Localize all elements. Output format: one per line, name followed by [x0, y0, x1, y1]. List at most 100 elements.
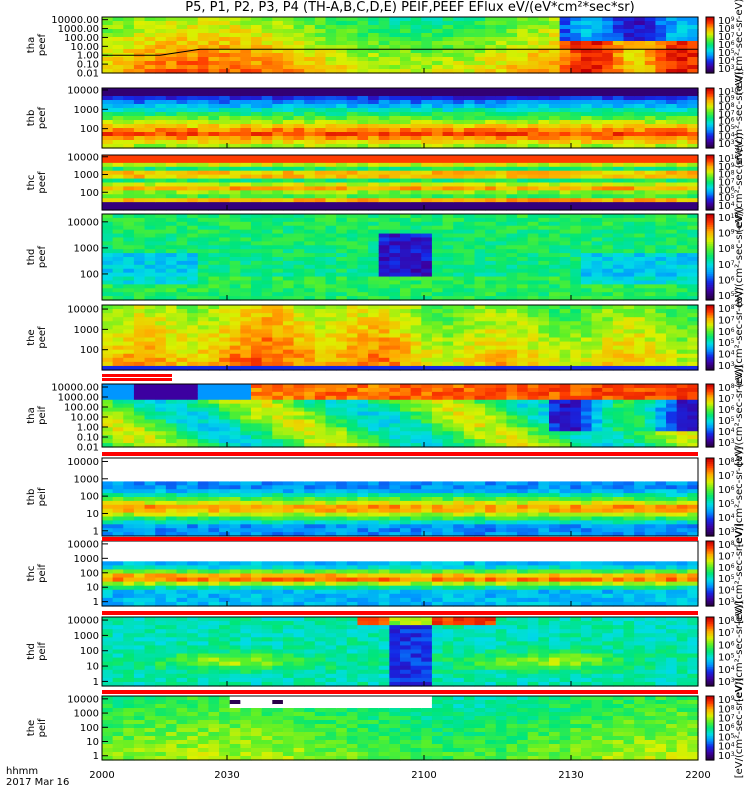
- heat-cell: [538, 69, 550, 74]
- heat-cell: [580, 140, 593, 145]
- heat-cell: [336, 158, 348, 164]
- heat-cell: [272, 104, 284, 109]
- heat-cell: [517, 136, 529, 141]
- heat-cell: [549, 136, 561, 141]
- heat-cell: [133, 357, 146, 363]
- heat-cell: [538, 253, 550, 258]
- heat-cell: [400, 214, 412, 219]
- heat-cell: [197, 17, 210, 22]
- heat-cell: [229, 132, 241, 137]
- heat-cell: [421, 116, 433, 121]
- heat-cell: [431, 41, 444, 46]
- heat-cell: [527, 260, 539, 266]
- heat-cell: [102, 166, 114, 172]
- heat-cell: [346, 17, 359, 22]
- heat-cell: [112, 186, 124, 191]
- heat-cell: [549, 241, 561, 246]
- heat-cell: [123, 112, 135, 117]
- heat-cell: [538, 170, 550, 176]
- heat-cell: [282, 365, 295, 371]
- heat-cell: [442, 249, 454, 254]
- heat-cell: [240, 178, 252, 184]
- heat-cell: [570, 337, 582, 343]
- heat-cell: [506, 45, 518, 50]
- heat-cell: [559, 337, 571, 343]
- heat-cell: [133, 439, 146, 444]
- heat-cell: [538, 186, 550, 191]
- heat-cell: [293, 321, 305, 326]
- heat-cell: [463, 309, 476, 314]
- heat-cell: [304, 144, 316, 149]
- heat-cell: [197, 284, 210, 289]
- heat-cell: [219, 272, 231, 278]
- heat-cell: [612, 268, 625, 274]
- heat-cell: [155, 284, 167, 289]
- heat-cell: [602, 88, 614, 93]
- heat-cell: [687, 57, 699, 62]
- heat-cell: [591, 186, 603, 191]
- heat-cell: [495, 140, 508, 145]
- heat-cell: [102, 202, 114, 207]
- heat-cell: [229, 337, 241, 343]
- heat-cell: [602, 264, 614, 270]
- heat-cell: [293, 128, 305, 133]
- heat-cell: [527, 349, 539, 355]
- heat-cell: [133, 361, 146, 367]
- colorbar-label: (eV/(cm²-sec-sr-eV)): [734, 207, 745, 308]
- heat-cell: [208, 33, 220, 38]
- heat-cell: [559, 260, 571, 266]
- heat-cell: [102, 292, 114, 297]
- heat-cell: [240, 144, 252, 149]
- heat-cell: [102, 345, 114, 351]
- heat-cell: [495, 313, 508, 318]
- colorbar-tick-label: 1010: [718, 87, 739, 98]
- heat-cell: [272, 241, 284, 246]
- heat-cell: [559, 313, 571, 318]
- heat-cell: [410, 186, 422, 191]
- colorbar-cell: [706, 160, 714, 163]
- heat-cell: [123, 116, 135, 121]
- heat-cell: [421, 241, 433, 246]
- heat-cell: [644, 221, 657, 227]
- heat-cell: [676, 280, 688, 285]
- colorbar-tick-label: 104: [718, 201, 735, 212]
- heat-cell: [368, 296, 380, 301]
- colorbar-tick-exponent: 7: [731, 109, 735, 116]
- heat-cell: [240, 296, 252, 301]
- heat-cell: [431, 198, 444, 203]
- heat-cell: [357, 132, 369, 137]
- heat-cell: [453, 190, 465, 195]
- colorbar-cell: [706, 311, 714, 314]
- heat-cell: [144, 198, 156, 203]
- colorbar-tick-label: 108: [718, 102, 735, 113]
- heat-cell: [580, 144, 593, 149]
- heat-cell: [623, 245, 635, 250]
- heat-cell: [506, 253, 518, 258]
- colorbar-cell: [706, 334, 714, 337]
- heat-cell: [431, 182, 444, 188]
- heat-cell: [314, 361, 327, 367]
- heat-cell: [602, 17, 614, 22]
- heat-cell: [570, 174, 582, 180]
- heat-cell: [261, 313, 273, 318]
- heat-cell: [527, 268, 539, 274]
- heat-cell: [591, 96, 603, 101]
- heat-cell: [580, 174, 593, 180]
- heat-cell: [623, 225, 635, 231]
- heat-cell: [282, 88, 295, 93]
- heat-cell: [123, 206, 135, 211]
- heat-cell: [442, 341, 454, 347]
- heat-cell: [314, 69, 327, 74]
- heat-cell: [570, 321, 582, 326]
- heat-cell: [527, 182, 539, 188]
- heat-cell: [155, 229, 167, 235]
- heat-cell: [112, 174, 124, 180]
- heat-cell: [346, 321, 359, 326]
- heat-cell: [272, 217, 284, 223]
- heat-cell: [431, 136, 444, 141]
- heat-cell: [336, 349, 348, 355]
- heat-cell: [102, 128, 114, 133]
- heat-cell: [442, 194, 454, 199]
- heat-cell: [634, 166, 646, 172]
- heat-cell: [676, 69, 688, 74]
